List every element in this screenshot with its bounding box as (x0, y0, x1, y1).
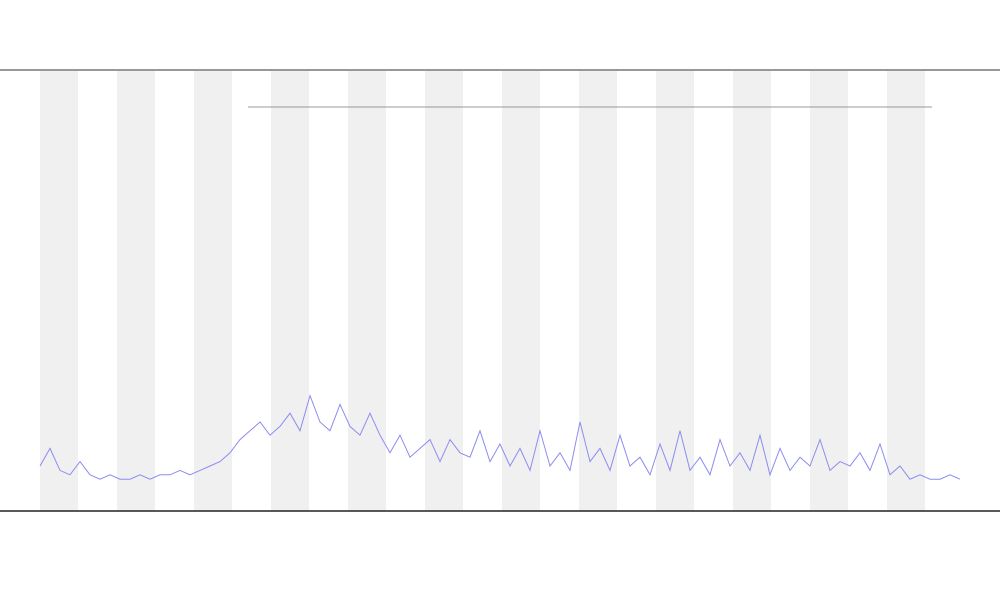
band (810, 71, 848, 511)
band (656, 71, 694, 511)
band (887, 71, 925, 511)
background-bands (40, 71, 925, 511)
band (425, 71, 463, 511)
band (194, 71, 232, 511)
band (579, 71, 617, 511)
band (40, 71, 78, 511)
series-line (39, 394, 961, 480)
band (502, 71, 540, 511)
band (348, 71, 386, 511)
band (117, 71, 155, 511)
band (733, 71, 771, 511)
band (271, 71, 309, 511)
